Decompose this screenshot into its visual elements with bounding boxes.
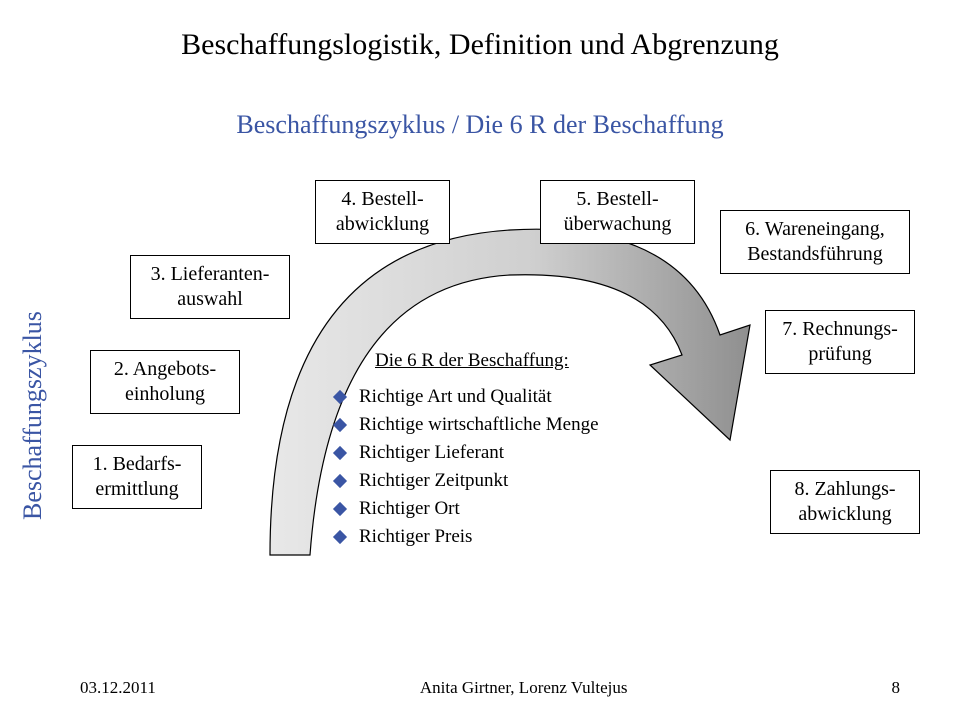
step-box-1: 1. Bedarfs-ermittlung	[72, 445, 202, 509]
six-r-block: Die 6 R der Beschaffung: Richtige Art un…	[335, 350, 675, 554]
list-item: Richtige Art und Qualität	[335, 386, 675, 408]
slide-footer: 03.12.2011 Anita Girtner, Lorenz Vulteju…	[0, 678, 960, 698]
list-item: Richtige wirtschaftliche Menge	[335, 414, 675, 436]
list-item-label: Richtiger Zeitpunkt	[359, 470, 508, 492]
list-item-label: Richtige Art und Qualität	[359, 386, 552, 408]
list-item-label: Richtige wirtschaftliche Menge	[359, 414, 599, 436]
list-item-label: Richtiger Preis	[359, 526, 472, 548]
list-item: Richtiger Lieferant	[335, 442, 675, 464]
slide: Beschaffungslogistik, Definition und Abg…	[0, 0, 960, 720]
diamond-icon	[333, 418, 347, 432]
step-box-2: 2. Angebots-einholung	[90, 350, 240, 414]
step-box-7: 7. Rechnungs-prüfung	[765, 310, 915, 374]
diamond-icon	[333, 530, 347, 544]
footer-page: 8	[891, 678, 900, 698]
diamond-icon	[333, 390, 347, 404]
step-box-4: 4. Bestell-abwicklung	[315, 180, 450, 244]
step-box-6: 6. Wareneingang,Bestandsführung	[720, 210, 910, 274]
list-item-label: Richtiger Ort	[359, 498, 460, 520]
step-box-3: 3. Lieferanten-auswahl	[130, 255, 290, 319]
diamond-icon	[333, 502, 347, 516]
sidebar-section-label: Beschaffungszyklus	[18, 311, 48, 520]
diamond-icon	[333, 474, 347, 488]
six-r-list: Richtige Art und Qualität Richtige wirts…	[335, 386, 675, 548]
list-item: Richtiger Zeitpunkt	[335, 470, 675, 492]
page-subtitle: Beschaffungszyklus / Die 6 R der Beschaf…	[0, 110, 960, 140]
footer-authors: Anita Girtner, Lorenz Vultejus	[420, 678, 628, 698]
step-box-8: 8. Zahlungs-abwicklung	[770, 470, 920, 534]
page-title: Beschaffungslogistik, Definition und Abg…	[0, 28, 960, 62]
diamond-icon	[333, 446, 347, 460]
list-item-label: Richtiger Lieferant	[359, 442, 504, 464]
list-item: Richtiger Ort	[335, 498, 675, 520]
six-r-heading: Die 6 R der Beschaffung:	[375, 350, 675, 372]
list-item: Richtiger Preis	[335, 526, 675, 548]
footer-date: 03.12.2011	[80, 678, 156, 698]
step-box-5: 5. Bestell-überwachung	[540, 180, 695, 244]
